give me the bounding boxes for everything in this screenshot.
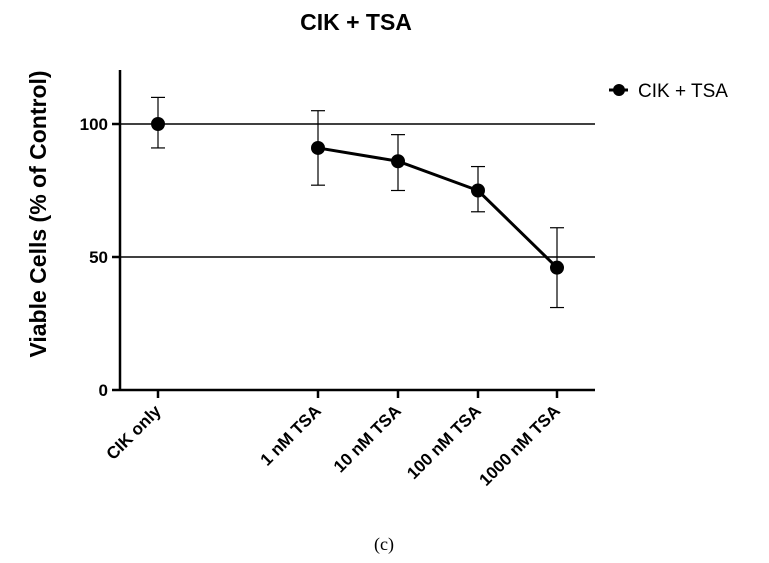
data-point [550, 260, 564, 275]
x-tick-label: 100 nM TSA [403, 401, 485, 483]
y-axis-label: Viable Cells (% of Control) [25, 70, 51, 357]
data-point [471, 183, 485, 198]
data-points [151, 117, 564, 275]
data-point [391, 154, 405, 169]
x-tick-label: 1000 nM TSA [476, 401, 564, 489]
y-tick-label: 0 [99, 381, 108, 400]
error-bars [151, 96, 564, 309]
x-tick-label: CIK only [103, 401, 166, 464]
axes [118, 70, 595, 392]
chart-title: CIK + TSA [300, 9, 412, 35]
legend: CIK + TSA [609, 81, 728, 102]
legend-marker-icon [613, 84, 625, 96]
reference-lines [112, 123, 595, 258]
legend-label: CIK + TSA [638, 81, 728, 102]
series-line [317, 146, 559, 269]
x-tick-label: 10 nM TSA [330, 401, 405, 476]
figure-caption: (c) [374, 534, 394, 555]
y-ticks: 0 50 100 [80, 115, 120, 400]
series-lines [317, 146, 559, 269]
y-tick-label: 50 [89, 248, 108, 267]
data-point [311, 140, 325, 155]
data-point [151, 117, 165, 131]
x-tick-label: 1 nM TSA [257, 401, 325, 469]
y-tick-label: 100 [80, 115, 108, 134]
